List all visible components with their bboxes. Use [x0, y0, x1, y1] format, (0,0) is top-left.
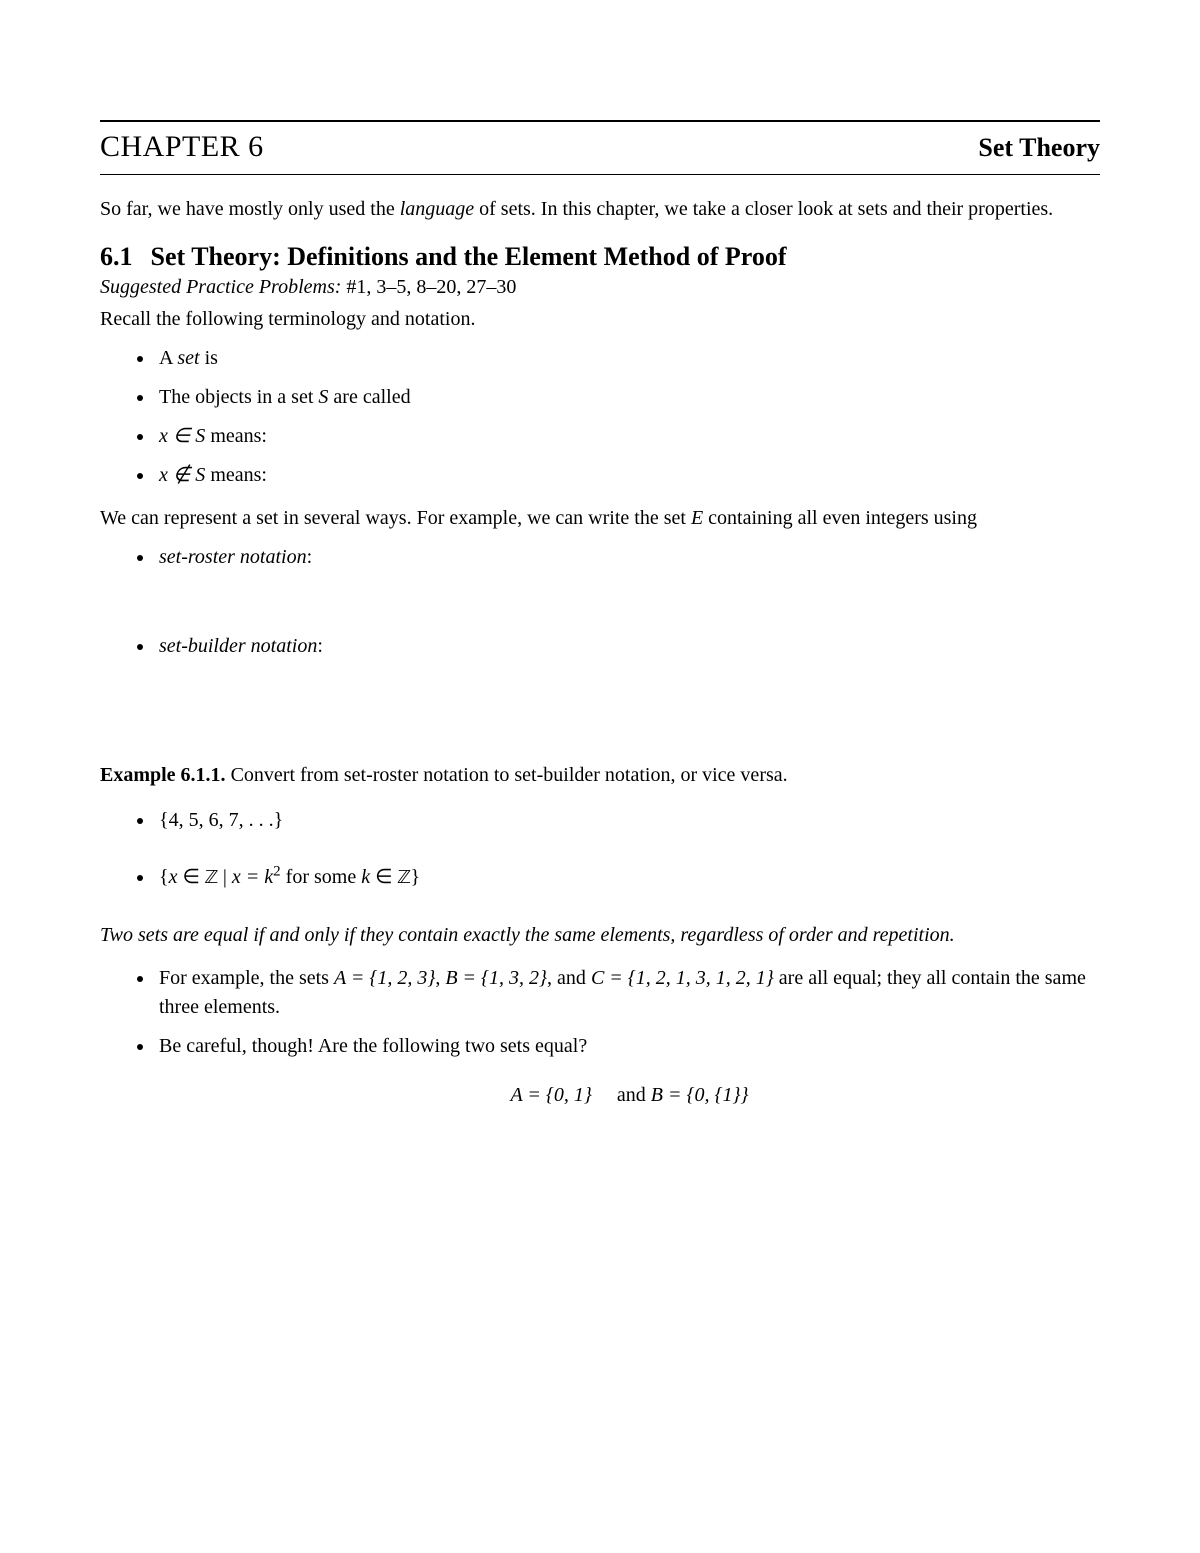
page: CHAPTER 6 Set Theory So far, we have mos… [0, 0, 1200, 1553]
ex2-mid: | [218, 866, 232, 888]
ex2-forsome: for some [281, 866, 362, 888]
intro-suffix: of sets. In this chapter, we take a clos… [474, 198, 1053, 220]
section-number: 6.1 [100, 242, 133, 271]
roster-label: set-roster notation [159, 546, 307, 568]
es1-B: B = {1, 3, 2} [445, 967, 547, 989]
terminology-item-set: A set is [155, 344, 1100, 373]
es1-and: , and [547, 967, 591, 989]
t1-suffix: is [200, 347, 218, 369]
ex2-close: } [410, 866, 420, 888]
represent-E: E [691, 507, 703, 529]
equal-sets-list: For example, the sets A = {1, 2, 3}, B =… [100, 964, 1100, 1110]
example-label: Example 6.1.1. [100, 764, 226, 786]
example-text: Convert from set-roster notation to set-… [226, 764, 788, 786]
notation-roster: set-roster notation: [155, 543, 1100, 572]
practice-label: Suggested Practice Problems: [100, 276, 341, 298]
t2-prefix: The objects in a set [159, 386, 318, 408]
recall-text: Recall the following terminology and not… [100, 305, 1100, 334]
notation-list: set-roster notation: set-builder notatio… [100, 543, 1100, 661]
builder-colon: : [317, 635, 323, 657]
t2-suffix: are called [328, 386, 410, 408]
es1-C: C = {1, 2, 1, 3, 1, 2, 1} [591, 967, 774, 989]
example-item-2: {x ∈ ℤ | x = k2 for some k ∈ ℤ} [155, 863, 1100, 893]
section-title: Set Theory: Definitions and the Element … [151, 242, 787, 271]
intro-prefix: So far, we have mostly only used the [100, 198, 400, 220]
t4-suffix: means: [205, 464, 267, 486]
example-items: {4, 5, 6, 7, . . .} {x ∈ ℤ | x = k2 for … [100, 806, 1100, 893]
es2-text: Be careful, though! Are the following tw… [159, 1035, 587, 1057]
t1-emph: set [177, 347, 199, 369]
equal-sets-equation: A = {0, 1} and B = {0, {1}} [159, 1081, 1100, 1110]
eq-B: B = {0, {1}} [651, 1084, 749, 1106]
intro-emph: language [400, 198, 474, 220]
terminology-item-element: x ∈ S means: [155, 422, 1100, 451]
chapter-label: CHAPTER 6 [100, 130, 264, 164]
roster-colon: : [307, 546, 313, 568]
ex2-open: { [159, 866, 169, 888]
practice-items: #1, 3–5, 8–20, 27–30 [341, 276, 516, 298]
intro-paragraph: So far, we have mostly only used the lan… [100, 195, 1100, 224]
ex2-x: x [169, 866, 178, 888]
ex2-eq: x = k [232, 866, 273, 888]
eq-A: A = {0, 1} [511, 1084, 592, 1106]
t1-prefix: A [159, 347, 177, 369]
t3-expr: x ∈ S [159, 425, 205, 447]
example-block: Example 6.1.1. Convert from set-roster n… [100, 761, 1100, 893]
example-item-1: {4, 5, 6, 7, . . .} [155, 806, 1100, 835]
builder-label: set-builder notation [159, 635, 317, 657]
ex2-in: ∈ [178, 866, 205, 888]
terminology-item-objects: The objects in a set S are called [155, 383, 1100, 412]
t4-expr: x ∉ S [159, 464, 205, 486]
ex2-k: k [361, 866, 370, 888]
notation-builder: set-builder notation: [155, 632, 1100, 661]
represent-suffix: containing all even integers using [703, 507, 977, 529]
eq-and: and [592, 1084, 651, 1106]
practice-problems: Suggested Practice Problems: #1, 3–5, 8–… [100, 276, 1100, 299]
represent-paragraph: We can represent a set in several ways. … [100, 504, 1100, 533]
ex2-sup: 2 [273, 863, 281, 879]
equal-sets-caution: Be careful, though! Are the following tw… [155, 1032, 1100, 1110]
t3-suffix: means: [205, 425, 267, 447]
t2-S: S [318, 386, 328, 408]
ex2-Z1: ℤ [205, 868, 218, 888]
ex2-Z2: ℤ [398, 868, 411, 888]
es1-prefix: For example, the sets [159, 967, 334, 989]
chapter-title: Set Theory [978, 133, 1100, 163]
es1-c1: , [435, 967, 445, 989]
represent-prefix: We can represent a set in several ways. … [100, 507, 691, 529]
section-heading: 6.1 Set Theory: Definitions and the Eleme… [100, 242, 1100, 272]
equal-sets-definition: Two sets are equal if and only if they c… [100, 921, 1100, 950]
ex2-in2: ∈ [370, 866, 397, 888]
terminology-list: A set is The objects in a set S are call… [100, 344, 1100, 490]
ex1-set: {4, 5, 6, 7, . . .} [159, 809, 283, 831]
example-heading: Example 6.1.1. Convert from set-roster n… [100, 761, 1100, 790]
es1-A: A = {1, 2, 3} [334, 967, 435, 989]
terminology-item-not-element: x ∉ S means: [155, 461, 1100, 490]
chapter-header: CHAPTER 6 Set Theory [100, 120, 1100, 175]
equal-sets-example: For example, the sets A = {1, 2, 3}, B =… [155, 964, 1100, 1022]
